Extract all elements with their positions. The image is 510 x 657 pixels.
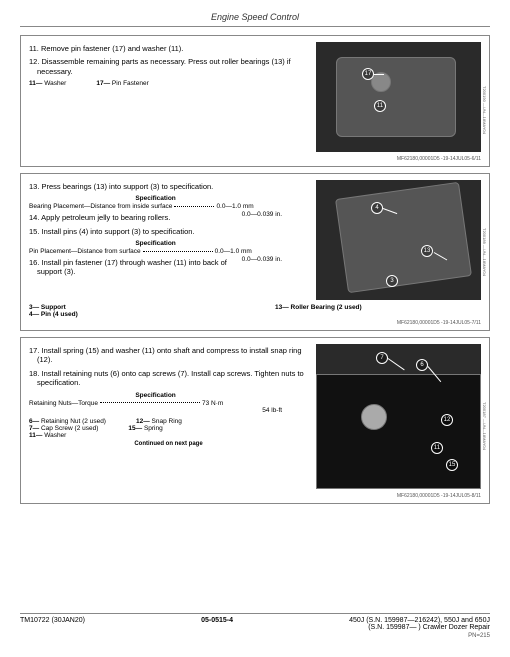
spec-2-title: Specification — [29, 240, 282, 247]
figure-1: 17 11 T200190 —UN—18MAY04 — [316, 42, 481, 152]
figure-3-code: MF62180,00001D5 -19-14JUL05-8/11 — [29, 493, 481, 499]
callout-3: 3 — [386, 275, 398, 287]
figure-1-code: MF62180,00001D5 -19-14JUL05-6/11 — [29, 156, 481, 162]
page-title: Engine Speed Control — [20, 12, 490, 22]
figure-3-sidecode: T200187 —UN—18MAY04 — [482, 402, 487, 450]
spec-3-line: Retaining Nuts—Torque73 N·m 54 lb-ft — [29, 400, 282, 408]
callout-13: 13 — [421, 245, 433, 257]
spec-1-line: Bearing Placement—Distance from inside s… — [29, 203, 282, 211]
section-2: 4 13 3 T200189 —UN—18MAY04 13. Press bea… — [20, 173, 490, 331]
section-3: 7 6 12 11 15 T200187 —UN—18MAY04 17. Ins… — [20, 337, 490, 504]
figure-2-sidecode: T200189 —UN—18MAY04 — [482, 228, 487, 276]
spec-3-title: Specification — [29, 392, 282, 399]
page-root: Engine Speed Control 17 11 T200190 —UN—1… — [0, 0, 510, 504]
figure-2-code: MF62180,00001D5 -19-14JUL05-7/11 — [29, 320, 481, 326]
figure-2: 4 13 3 T200189 —UN—18MAY04 — [316, 180, 481, 300]
callout-15: 15 — [446, 459, 458, 471]
legend-2: 3— Support 4— Pin (4 used) 13— Roller Be… — [29, 304, 481, 318]
footer-center: 05-0515-4 — [201, 617, 233, 639]
spec-1-title: Specification — [29, 195, 282, 202]
callout-6: 6 — [416, 359, 428, 371]
page-footer: TM10722 (30JAN20) 05-0515-4 450J (S.N. 1… — [20, 613, 490, 639]
figure-3: 7 6 12 11 15 T200187 —UN—18MAY04 — [316, 344, 481, 489]
header-rule — [20, 26, 490, 27]
callout-4: 4 — [371, 202, 383, 214]
callout-17: 17 — [362, 68, 374, 80]
footer-left: TM10722 (30JAN20) — [20, 617, 85, 639]
callout-12: 12 — [441, 414, 453, 426]
figure-1-sidecode: T200190 —UN—18MAY04 — [482, 86, 487, 134]
legend-3: 6— Retaining Nut (2 used) 12— Snap Ring … — [29, 418, 282, 439]
footer-right: 450J (S.N. 159987—216242), 550J and 650J… — [349, 617, 490, 639]
spec-2-line: Pin Placement—Distance from surface0.0—1… — [29, 248, 282, 256]
callout-7: 7 — [376, 352, 388, 364]
callout-11: 11 — [374, 100, 386, 112]
callout-11b: 11 — [431, 442, 443, 454]
section-1: 17 11 T200190 —UN—18MAY04 11. Remove pin… — [20, 35, 490, 167]
